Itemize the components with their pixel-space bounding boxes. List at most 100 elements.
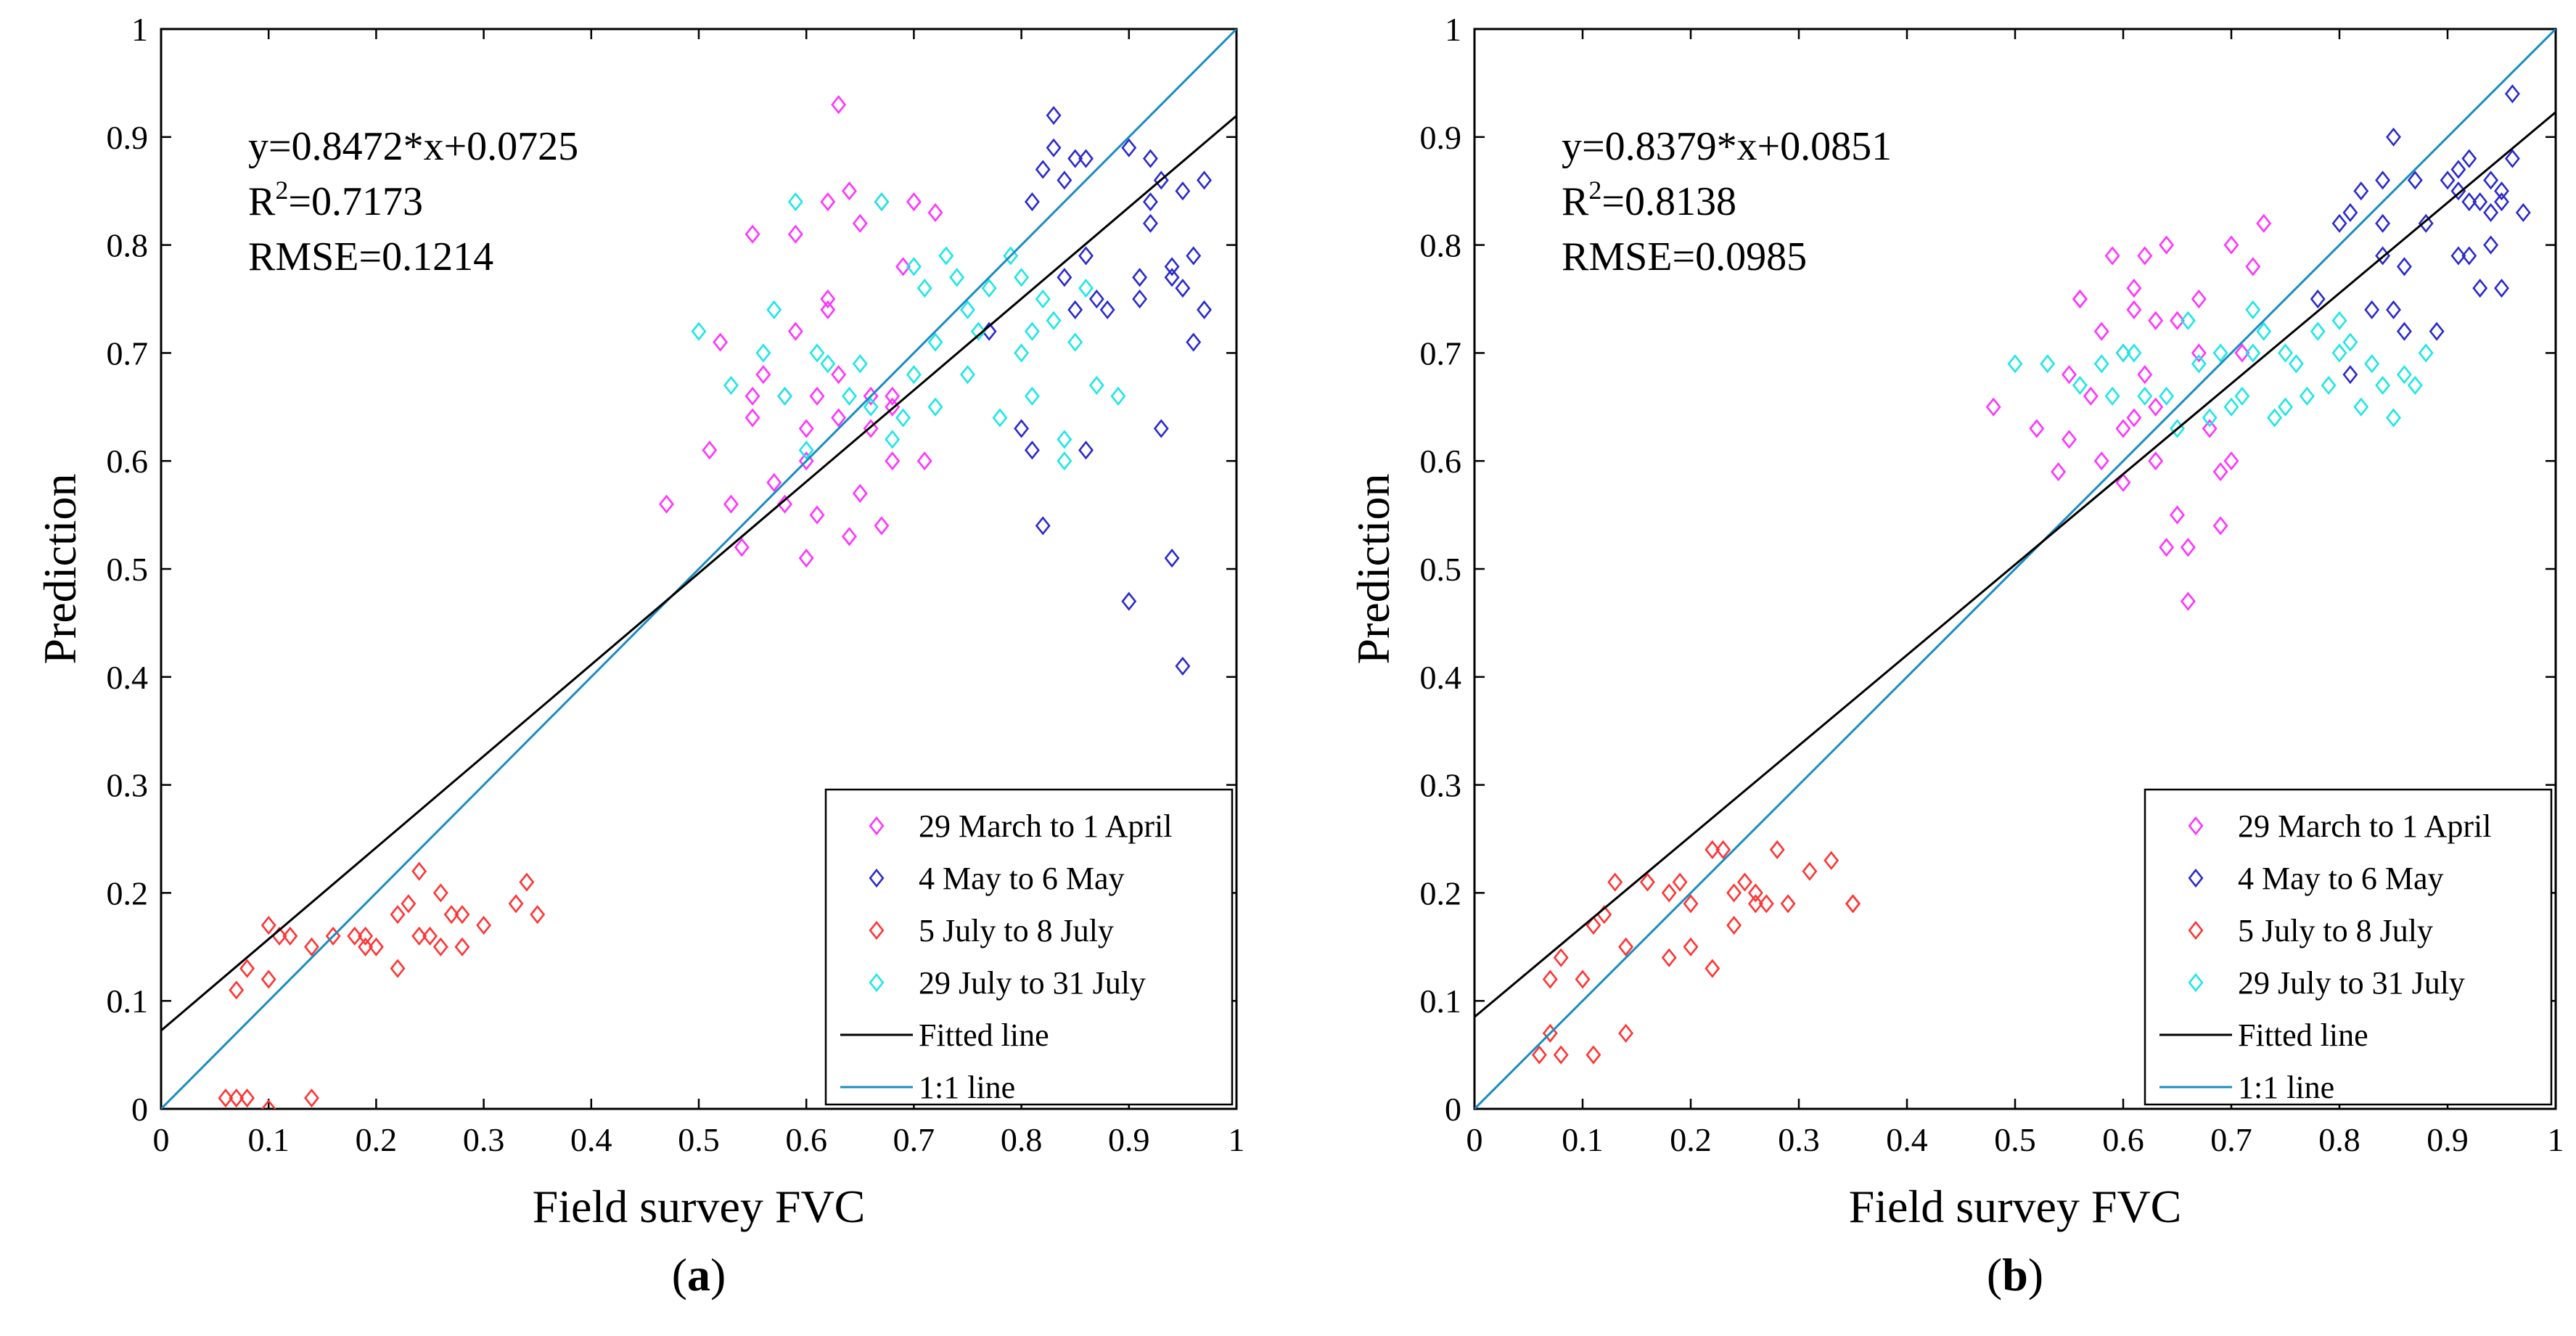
legend-label: 5 July to 8 July — [919, 913, 1114, 948]
panel-label-open: ( — [672, 1249, 687, 1300]
legend-label: 4 May to 6 May — [2238, 861, 2444, 896]
data-point — [1705, 959, 1720, 978]
y-tick-label: 1 — [131, 11, 148, 48]
x-tick-label: 0.1 — [247, 1121, 290, 1158]
data-point — [2245, 300, 2261, 319]
data-point — [1153, 419, 1169, 438]
data-point — [1046, 138, 1062, 157]
data-point — [2472, 279, 2488, 298]
x-axis-title: Field survey FVC — [533, 1181, 866, 1232]
data-point — [519, 872, 535, 892]
x-tick-label: 0.4 — [570, 1121, 612, 1158]
data-point — [852, 354, 868, 374]
data-point — [1197, 300, 1213, 319]
data-point — [2310, 321, 2326, 341]
data-point — [1802, 861, 1818, 881]
data-point — [1661, 948, 1677, 967]
data-point — [1057, 171, 1072, 190]
legend-label: 1:1 line — [919, 1070, 1015, 1105]
data-point — [2245, 343, 2261, 363]
x-tick-label: 0.5 — [678, 1121, 720, 1158]
data-point — [1164, 257, 1180, 276]
data-point — [2386, 408, 2401, 427]
plot-area — [161, 29, 1236, 1109]
data-point — [863, 419, 879, 438]
data-point — [1024, 321, 1040, 341]
data-point — [2093, 451, 2109, 471]
y-tick-label: 0.3 — [1420, 767, 1462, 804]
data-point — [820, 192, 836, 212]
data-point — [2483, 202, 2499, 223]
data-point — [842, 527, 857, 546]
data-point — [454, 937, 470, 956]
y-tick-label: 0 — [1445, 1091, 1461, 1128]
data-point — [1715, 840, 1731, 859]
data-point — [304, 937, 319, 956]
data-point — [1553, 948, 1569, 967]
data-point — [2440, 171, 2456, 190]
data-point — [2461, 192, 2477, 212]
data-point — [2137, 386, 2153, 406]
data-point — [2418, 213, 2434, 233]
data-point — [1088, 375, 1104, 396]
legend-label: 1:1 line — [2238, 1070, 2334, 1105]
data-point — [906, 257, 922, 276]
y-axis-title: Prediction — [34, 473, 86, 664]
data-point — [766, 300, 782, 319]
data-point — [347, 926, 363, 946]
data-point — [842, 181, 857, 201]
data-point — [2418, 343, 2434, 363]
panel-label-open: ( — [1987, 1249, 2002, 1300]
data-point — [2202, 408, 2218, 427]
data-point — [218, 1089, 234, 1108]
data-point — [2093, 354, 2109, 374]
series-3 — [691, 192, 1126, 471]
data-point — [530, 905, 546, 925]
data-point — [874, 192, 890, 212]
identity-line — [161, 29, 1236, 1109]
y-tick-label: 0.8 — [107, 227, 149, 264]
legend: 29 March to 1 April 4 May to 6 May 5 July … — [2144, 788, 2553, 1106]
data-point — [1769, 840, 1785, 859]
data-point — [2278, 343, 2293, 363]
data-point — [2461, 246, 2477, 266]
data-point — [1639, 872, 1655, 892]
x-axis-title: Field survey FVC — [1849, 1181, 2182, 1232]
data-point — [2472, 192, 2488, 212]
data-point — [1088, 289, 1104, 309]
data-point — [261, 1099, 276, 1109]
x-tick-label: 0.5 — [1994, 1121, 2036, 1158]
legend-marker — [2188, 972, 2204, 993]
data-point — [2234, 343, 2250, 363]
r-squared-base: R — [1562, 179, 1589, 224]
data-point — [2051, 462, 2067, 482]
x-tick-label: 0.8 — [1001, 1121, 1043, 1158]
data-point — [906, 365, 922, 385]
data-point — [2223, 451, 2239, 471]
data-point — [2504, 84, 2520, 104]
data-point — [2180, 311, 2196, 330]
data-point — [798, 440, 814, 460]
data-point — [798, 451, 814, 471]
data-point — [1175, 181, 1191, 201]
data-point — [906, 192, 922, 212]
data-point — [1014, 419, 1030, 438]
data-point — [1099, 300, 1115, 319]
data-point — [2223, 235, 2239, 255]
data-point — [895, 408, 911, 427]
data-point — [2072, 289, 2088, 309]
data-point — [2202, 419, 2218, 438]
data-point — [2450, 160, 2466, 179]
data-point — [401, 894, 417, 914]
data-point — [2137, 365, 2153, 385]
data-point — [2483, 235, 2499, 255]
data-point — [2170, 505, 2185, 525]
data-point — [2115, 419, 2131, 438]
data-point — [358, 926, 374, 946]
data-point — [734, 538, 750, 557]
data-point — [1586, 915, 1601, 935]
data-point — [304, 1089, 319, 1108]
data-point — [239, 959, 255, 978]
data-point — [1024, 192, 1040, 212]
data-point — [1672, 872, 1688, 892]
